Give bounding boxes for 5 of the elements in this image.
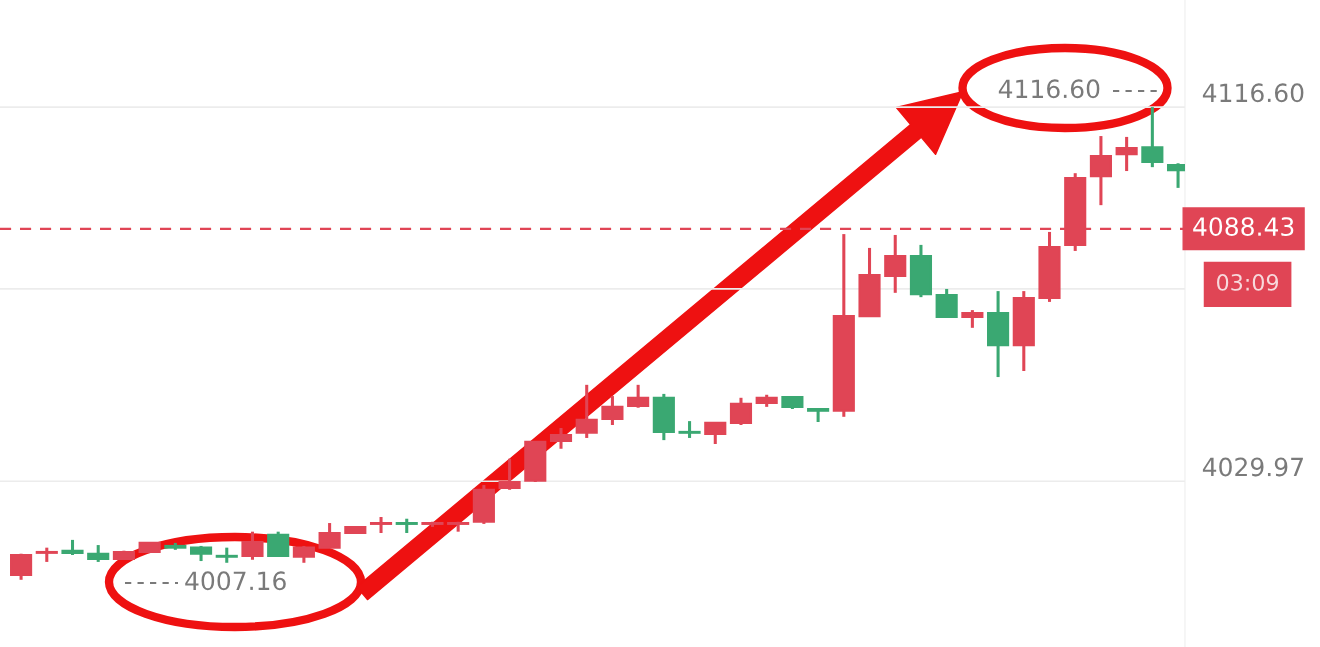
y-tick-label: 4029.97 <box>1202 457 1303 477</box>
text: 03:09 <box>1217 273 1279 291</box>
annotation: 4116.60 <box>998 79 1100 99</box>
ref-line-label: 4088.43 <box>1193 217 1294 237</box>
annotation: 4007.16 <box>185 571 286 591</box>
